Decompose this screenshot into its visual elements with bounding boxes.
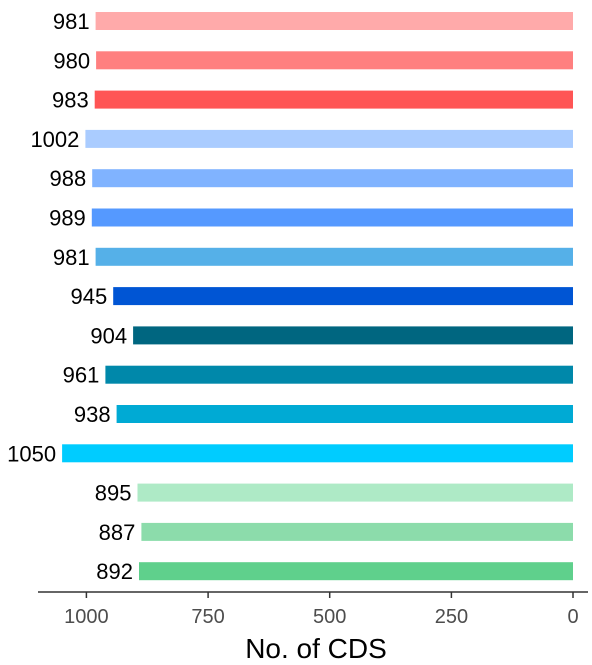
- bar: [95, 247, 573, 266]
- bar: [92, 169, 573, 188]
- bar: [105, 365, 574, 384]
- bar-value-label: 981: [53, 9, 90, 34]
- bar-value-label: 892: [96, 559, 133, 584]
- x-tick-label: 1000: [64, 606, 109, 628]
- bar-value-label: 961: [63, 363, 100, 388]
- bar-labels-group: 981 980 983 1002 988 989 981 945 904 961 938 1050 89…: [7, 9, 135, 584]
- bar: [95, 12, 573, 30]
- bar: [141, 522, 573, 541]
- bar-value-label: 938: [74, 402, 111, 427]
- bar-value-label: 983: [52, 88, 89, 113]
- bar: [62, 444, 573, 463]
- bar: [94, 90, 573, 109]
- bar-value-label: 904: [90, 323, 127, 348]
- bar: [137, 483, 573, 502]
- x-axis-title: No. of CDS: [245, 633, 387, 664]
- bar-value-label: 895: [95, 481, 132, 506]
- bar: [85, 129, 574, 148]
- x-tick-label: 750: [191, 606, 224, 628]
- bar-value-label: 1050: [7, 441, 56, 466]
- bar: [96, 51, 573, 70]
- bar-value-label: 887: [99, 520, 136, 545]
- bar-value-label: 980: [53, 48, 90, 73]
- bar: [133, 326, 573, 345]
- bar: [113, 287, 573, 306]
- x-ticks-group: 1000 750 500 250 0: [64, 592, 579, 628]
- bar-value-label: 945: [70, 284, 107, 309]
- x-tick-label: 250: [435, 606, 468, 628]
- bar-value-label: 988: [49, 166, 86, 191]
- bar: [139, 562, 573, 581]
- bar-value-label: 981: [53, 245, 90, 270]
- bar: [91, 208, 574, 227]
- x-tick-label: 0: [567, 606, 578, 628]
- bars-group: [62, 12, 574, 581]
- bar-value-label: 989: [49, 206, 86, 231]
- bar: [116, 405, 573, 423]
- bar-value-label: 1002: [30, 127, 79, 152]
- x-tick-label: 500: [313, 606, 346, 628]
